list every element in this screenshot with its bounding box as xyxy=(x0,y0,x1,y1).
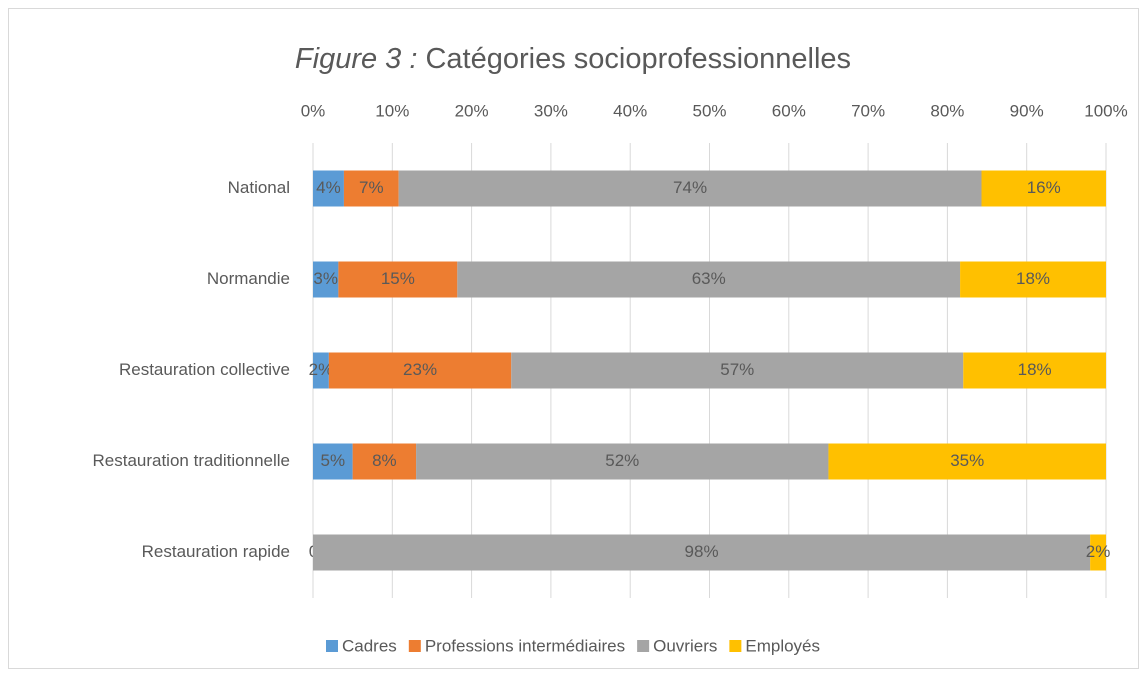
x-tick-label: 70% xyxy=(851,101,885,120)
x-tick-label: 0% xyxy=(301,101,326,120)
bar-segment xyxy=(398,170,982,207)
y-tick-label: Restauration rapide xyxy=(142,542,290,561)
bar-segment xyxy=(981,170,1106,207)
bar-segment xyxy=(352,443,417,480)
bar-segment xyxy=(313,443,353,480)
chart-frame xyxy=(8,8,1139,669)
data-label: 5% xyxy=(321,451,346,470)
bar-segment xyxy=(457,261,961,298)
x-tick-label: 30% xyxy=(534,101,568,120)
data-label: 2% xyxy=(1086,542,1111,561)
y-tick-label: Restauration traditionnelle xyxy=(92,451,290,470)
legend-swatch xyxy=(637,640,650,652)
bar-segment xyxy=(963,352,1106,389)
data-label: 74% xyxy=(673,178,707,197)
y-tick-label: Restauration collective xyxy=(119,360,290,379)
legend-label: Ouvriers xyxy=(653,636,717,655)
y-tick-label: Normandie xyxy=(207,269,290,288)
legend-label: Employés xyxy=(745,636,820,655)
data-label: 35% xyxy=(950,451,984,470)
data-label: 15% xyxy=(381,269,415,288)
data-label: 63% xyxy=(692,269,726,288)
legend-swatch xyxy=(408,640,421,652)
data-label: 8% xyxy=(372,451,397,470)
data-label: 16% xyxy=(1027,178,1061,197)
data-label: 57% xyxy=(720,360,754,379)
x-tick-label: 60% xyxy=(772,101,806,120)
x-tick-label: 100% xyxy=(1084,101,1127,120)
bar-segment xyxy=(338,261,458,298)
bar-segment xyxy=(313,352,329,389)
bar-segment xyxy=(416,443,829,480)
data-label: 18% xyxy=(1016,269,1050,288)
y-tick-label: National xyxy=(228,178,290,197)
chart-title: Figure 3 : Catégories socioprofessionnel… xyxy=(295,43,851,75)
legend-swatch xyxy=(326,640,338,652)
legend-label: Cadres xyxy=(342,636,397,655)
data-label: 52% xyxy=(605,451,639,470)
bar-segment xyxy=(511,352,964,389)
data-label: 3% xyxy=(313,269,338,288)
title-prefix: Figure 3 : xyxy=(295,43,426,75)
bar-segment xyxy=(313,261,339,298)
x-tick-label: 20% xyxy=(455,101,489,120)
legend-swatch xyxy=(729,640,742,652)
legend-label: Professions intermédiaires xyxy=(425,636,625,655)
data-label: 18% xyxy=(1018,360,1052,379)
bar-segment xyxy=(343,170,399,207)
bar-segment xyxy=(313,170,344,207)
bar-segment xyxy=(828,443,1106,480)
data-label: 23% xyxy=(403,360,437,379)
bar-segment xyxy=(328,352,512,389)
bar-segment xyxy=(313,534,1091,571)
x-tick-label: 40% xyxy=(613,101,647,120)
x-tick-label: 10% xyxy=(375,101,409,120)
bar-segment xyxy=(1090,534,1106,571)
data-label: 4% xyxy=(316,178,341,197)
x-tick-label: 90% xyxy=(1010,101,1044,120)
data-label: 98% xyxy=(685,542,719,561)
data-label: 7% xyxy=(359,178,384,197)
x-tick-label: 50% xyxy=(692,101,726,120)
data-label: 2% xyxy=(309,360,334,379)
title-main: Catégories socioprofessionnelles xyxy=(425,43,851,75)
bar-segment xyxy=(960,261,1106,298)
x-tick-label: 80% xyxy=(930,101,964,120)
